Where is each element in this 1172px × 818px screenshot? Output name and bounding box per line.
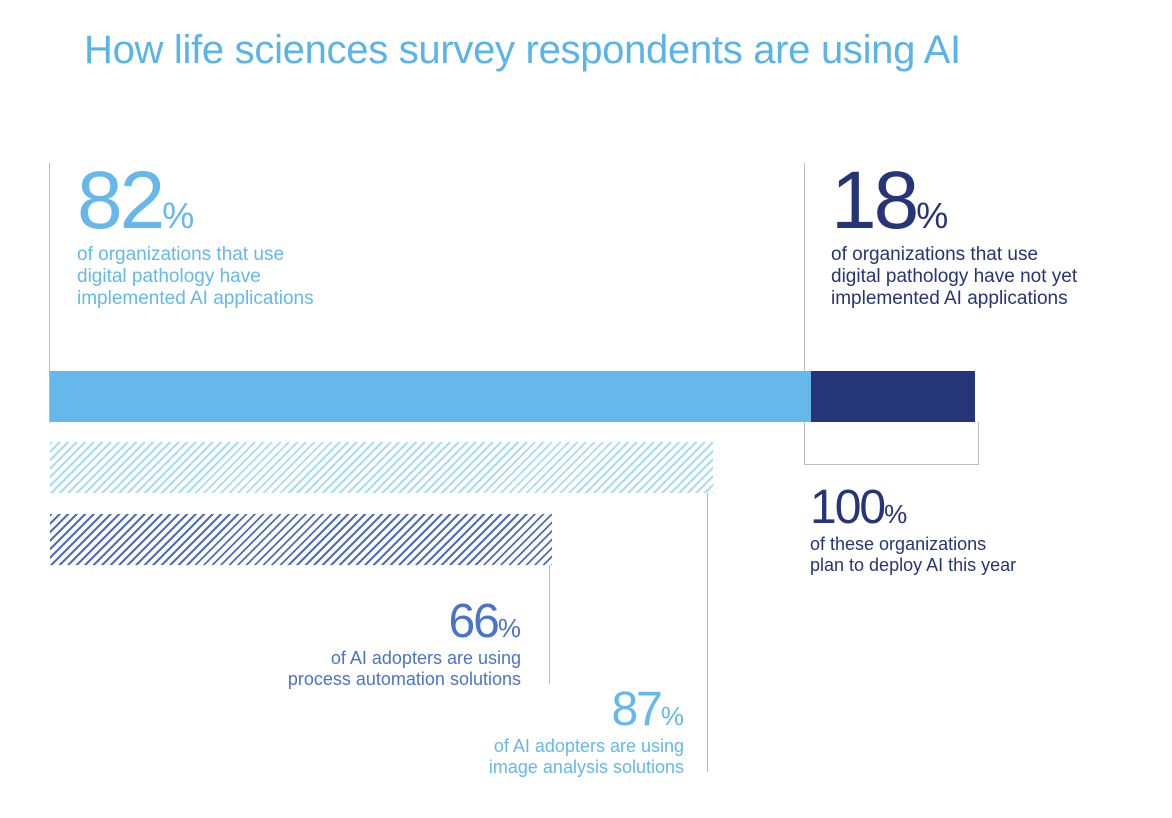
unit-87: % (660, 701, 684, 731)
value-label-18: 18 (831, 155, 919, 246)
desc-82-line-2: digital pathology have (77, 266, 261, 287)
desc-66-line-1: of AI adopters are using (330, 648, 521, 668)
desc-82-line-1: of organizations that use (77, 244, 285, 265)
unit-18: % (916, 195, 949, 236)
chart-title: How life sciences survey respondents are… (84, 28, 961, 72)
desc-18-line-1: of organizations that use (831, 244, 1039, 265)
line-87-right (707, 442, 708, 772)
desc-87-line-1: of AI adopters are using (493, 736, 684, 756)
stat-18: 18% of organizations that use digital pa… (831, 160, 1077, 310)
desc-82-line-3: implemented AI applications (77, 288, 314, 309)
value-label-100: 100 (810, 481, 886, 534)
stat-82: 82% of organizations that use digital pa… (77, 160, 314, 310)
bar-82-implemented (50, 371, 811, 422)
line-82-left (49, 163, 50, 423)
unit-100: % (884, 499, 908, 529)
desc-18-line-2: digital pathology have not yet (831, 266, 1078, 287)
desc-87-line-2: image analysis solutions (488, 757, 684, 777)
desc-100-line-1: of these organizations (810, 534, 987, 554)
value-label-66: 66 (448, 595, 499, 648)
bar-18-not-implemented (811, 371, 975, 422)
stat-87: 87% of AI adopters are using image analy… (489, 686, 684, 778)
line-66-right (549, 514, 550, 684)
value-label-82: 82 (77, 155, 165, 246)
line-18-left (804, 163, 805, 465)
stat-66: 66% of AI adopters are using process aut… (288, 598, 521, 690)
line-100-bottom (804, 464, 979, 465)
bar-87-image-analysis (50, 442, 713, 493)
bar-66-process-automation (50, 514, 552, 565)
line-100-right (978, 422, 979, 465)
desc-18-line-3: implemented AI applications (831, 288, 1068, 309)
unit-66: % (497, 613, 521, 643)
stat-100: 100% of these organizations plan to depl… (810, 484, 1016, 576)
unit-82: % (162, 195, 195, 236)
value-label-87: 87 (611, 683, 662, 736)
desc-100-line-2: plan to deploy AI this year (810, 555, 1017, 575)
desc-66-line-2: process automation solutions (287, 669, 521, 689)
